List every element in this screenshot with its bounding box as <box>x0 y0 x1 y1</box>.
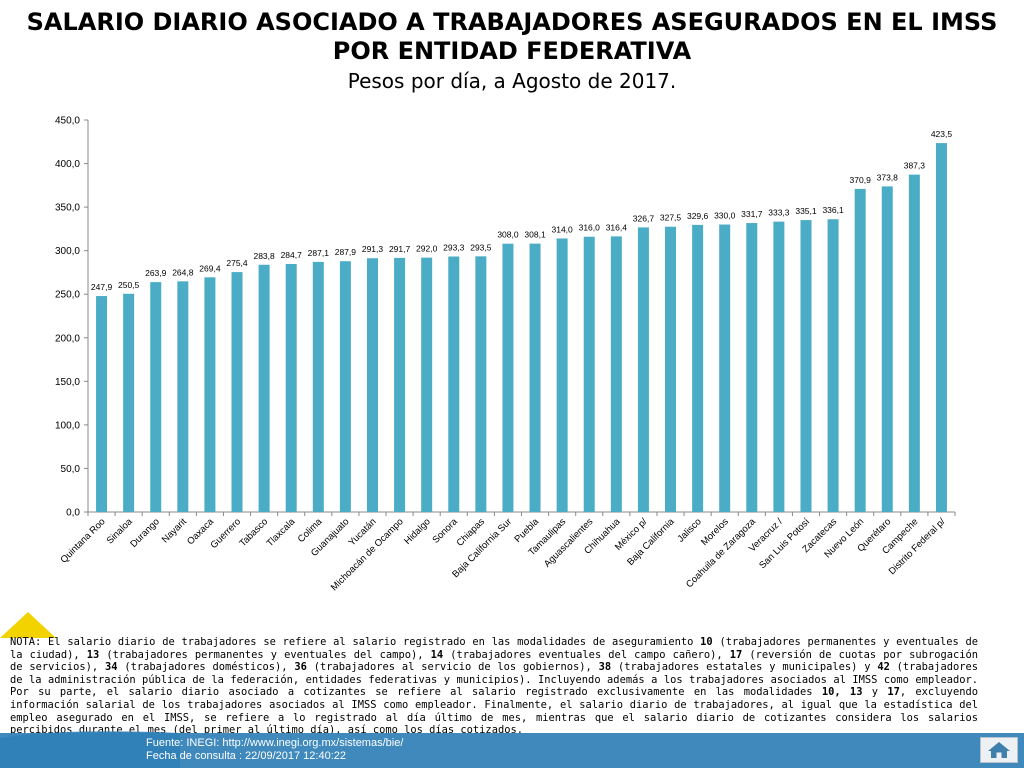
data-label: 336,1 <box>822 205 844 215</box>
bar-chart: 0,0 50,0 100,0 150,0 200,0 250,0 300,0 350,0 400… <box>55 116 956 593</box>
data-label: 275,4 <box>226 258 248 268</box>
bar <box>123 293 135 512</box>
home-icon <box>988 742 1010 758</box>
bar <box>556 238 568 512</box>
bar <box>312 261 324 512</box>
bar <box>475 256 487 512</box>
bar <box>854 188 866 512</box>
x-axis: Quintana RooSinaloaDurangoNayaritOaxacaG… <box>58 512 956 593</box>
bar <box>773 221 785 512</box>
source-url: Fuente: INEGI: http://www.inegi.org.mx/s… <box>146 737 404 749</box>
bar <box>204 277 216 512</box>
x-tick-label: Baja California <box>625 516 677 568</box>
x-tick-label: Nayarit <box>160 516 189 545</box>
data-label: 314,0 <box>552 224 574 234</box>
bar <box>637 227 649 512</box>
footnote: NOTA: El salario diario de trabajadores … <box>10 636 978 737</box>
data-label: 333,3 <box>768 208 790 218</box>
bar <box>665 226 677 512</box>
consult-date: Fecha de consulta : 22/09/2017 12:40:22 <box>146 750 346 762</box>
y-tick-label: 250,0 <box>55 290 80 301</box>
bar <box>746 223 758 513</box>
bar <box>421 257 433 512</box>
bar <box>394 257 406 512</box>
accent-triangle <box>0 612 56 638</box>
bar <box>881 186 893 512</box>
y-tick-label: 200,0 <box>55 333 80 344</box>
data-label: 287,9 <box>335 247 357 257</box>
bar <box>177 281 189 512</box>
bar <box>908 174 920 513</box>
bar <box>285 263 297 512</box>
bars <box>96 143 947 513</box>
data-label: 335,1 <box>795 206 817 216</box>
data-label: 370,9 <box>850 175 872 185</box>
x-tick-label: Durango <box>128 516 162 550</box>
bar <box>529 243 541 513</box>
bar <box>800 220 812 512</box>
data-label: 263,9 <box>145 268 167 278</box>
data-label: 283,8 <box>253 251 275 261</box>
data-label: 264,8 <box>172 267 194 277</box>
x-tick-label: Tabasco <box>237 516 270 549</box>
x-tick-label: Hidalgo <box>402 516 433 547</box>
data-label: 329,6 <box>687 211 709 221</box>
y-tick-label: 100,0 <box>55 420 80 431</box>
y-tick-label: 150,0 <box>55 377 80 388</box>
bar <box>583 236 595 512</box>
home-button[interactable] <box>980 737 1018 763</box>
data-label: 316,4 <box>606 222 628 232</box>
data-label: 308,0 <box>497 230 519 240</box>
data-label: 293,3 <box>443 243 465 253</box>
data-label: 284,7 <box>281 250 303 260</box>
data-label: 326,7 <box>633 213 655 223</box>
y-tick-label: 350,0 <box>55 203 80 214</box>
data-label: 423,5 <box>931 129 953 139</box>
bar <box>366 258 378 512</box>
value-labels: 247,9 250,5 263,9 264,8 269,4 275,4 283,8 284,7… <box>91 129 952 292</box>
y-tick-label: 450,0 <box>55 116 80 127</box>
y-tick-label: 50,0 <box>61 464 81 475</box>
data-label: 293,5 <box>470 242 492 252</box>
data-label: 373,8 <box>877 172 899 182</box>
y-tick-label: 0,0 <box>66 508 80 519</box>
data-label: 269,4 <box>199 263 221 273</box>
data-label: 387,3 <box>904 161 926 171</box>
bar <box>448 256 460 512</box>
data-label: 327,5 <box>660 213 682 223</box>
x-tick-label: Tlaxcala <box>265 516 298 549</box>
data-label: 330,0 <box>714 211 736 221</box>
bar <box>339 261 351 512</box>
data-label: 287,1 <box>308 248 330 258</box>
bar <box>258 264 270 512</box>
data-label: 291,7 <box>389 244 411 254</box>
bar <box>150 282 162 512</box>
bar <box>935 143 947 512</box>
data-label: 316,0 <box>579 223 601 233</box>
bar <box>502 243 514 512</box>
y-tick-label: 300,0 <box>55 246 80 257</box>
y-tick-label: 400,0 <box>55 159 80 170</box>
bar <box>692 224 704 512</box>
bar <box>827 219 839 513</box>
bar <box>719 224 731 512</box>
chart-title: SALARIO DIARIO ASOCIADO A TRABAJADORES A… <box>26 8 998 65</box>
bar <box>610 236 622 513</box>
x-tick-label: Quintana Roo <box>58 516 107 565</box>
bar <box>96 296 108 512</box>
source-text: Fuente: INEGI: http://www.inegi.org.mx/s… <box>146 737 403 763</box>
data-label: 308,1 <box>524 230 546 240</box>
data-label: 250,5 <box>118 280 140 290</box>
bar <box>231 272 243 512</box>
footer-swoosh <box>0 731 180 768</box>
data-label: 291,3 <box>362 244 384 254</box>
data-label: 247,9 <box>91 282 113 292</box>
x-tick-label: Guerrero <box>208 516 243 551</box>
data-label: 292,0 <box>416 244 438 254</box>
chart-subtitle: Pesos por día, a Agosto de 2017. <box>347 69 677 93</box>
data-label: 331,7 <box>741 209 763 219</box>
